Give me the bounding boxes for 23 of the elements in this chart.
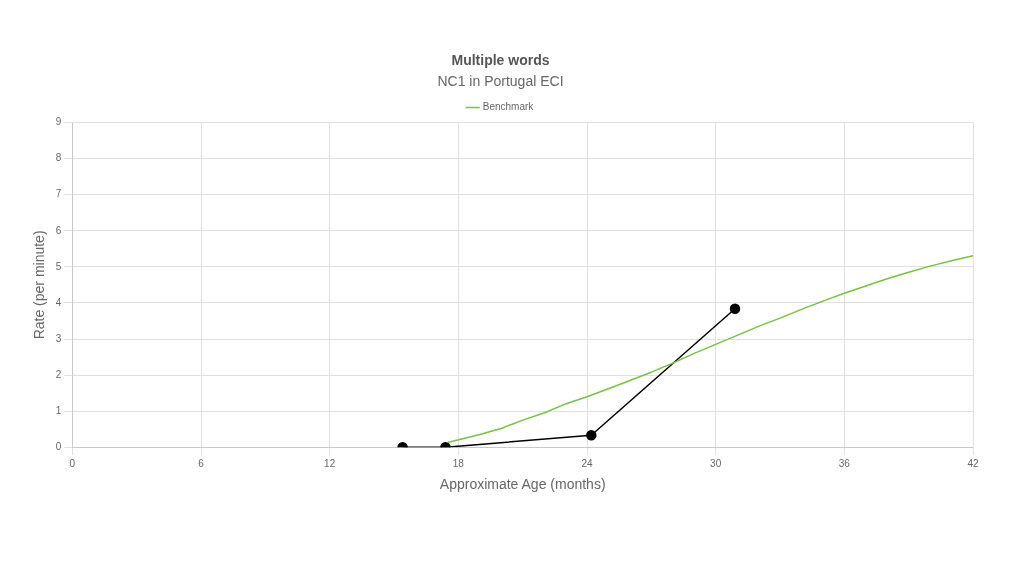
x-tick-label: 24 bbox=[581, 457, 594, 469]
x-tick-label: 42 bbox=[967, 457, 979, 469]
y-tick-label: 0 bbox=[55, 440, 62, 452]
y-tick-label: 4 bbox=[55, 296, 62, 308]
y-tick-label: 6 bbox=[55, 224, 62, 236]
chart-subtitle: NC1 in Portugal ECI bbox=[437, 73, 564, 90]
x-tick-label: 30 bbox=[710, 457, 722, 469]
x-tick-label: 12 bbox=[324, 457, 336, 469]
x-tick-label: 6 bbox=[198, 457, 205, 469]
x-axis-title: Approximate Age (months) bbox=[439, 476, 606, 493]
y-tick-label: 3 bbox=[55, 332, 62, 344]
x-tick-label: 0 bbox=[69, 457, 76, 469]
y-tick-label: 9 bbox=[55, 116, 62, 128]
y-axis-title: Rate (per minute) bbox=[31, 230, 48, 340]
y-tick-label: 1 bbox=[55, 404, 62, 416]
y-tick-label: 5 bbox=[55, 260, 62, 272]
chart-title: Multiple words bbox=[451, 52, 550, 69]
y-tick-label: 7 bbox=[55, 188, 62, 200]
y-tick-label: 8 bbox=[55, 152, 62, 164]
legend-label: Benchmark bbox=[482, 101, 535, 113]
x-tick-label: 18 bbox=[452, 457, 465, 469]
x-tick-label: 36 bbox=[838, 457, 851, 469]
y-tick-label: 2 bbox=[55, 368, 62, 380]
